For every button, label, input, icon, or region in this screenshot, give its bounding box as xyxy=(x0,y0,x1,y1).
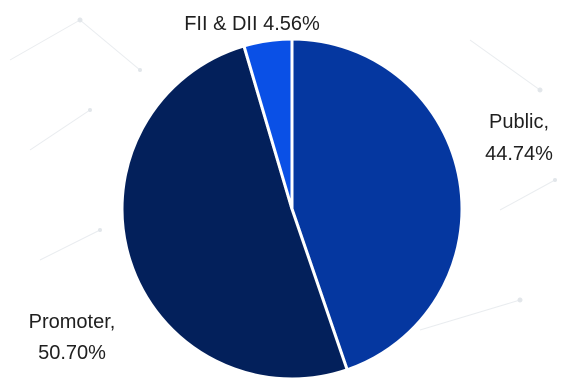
slice-label-line: FII & DII 4.56% xyxy=(184,13,320,35)
slice-label-fii-dii: FII & DII 4.56% xyxy=(184,13,320,35)
pie-slice-public xyxy=(290,37,464,372)
pie-slice-fii-dii xyxy=(242,37,294,211)
pie-labels: Public, 44.74% Promoter, 50.70% FII & DII 4.… xyxy=(29,13,553,364)
slice-label-line: 50.70% xyxy=(38,342,106,364)
slice-label-promoter: Promoter, 50.70% xyxy=(29,311,116,364)
slice-label-public: Public, 44.74% xyxy=(485,111,553,165)
slice-label-line: Public, xyxy=(489,111,549,133)
slice-label-line: 44.74% xyxy=(485,143,553,165)
pie-slice-promoter xyxy=(120,44,349,381)
pie-slices xyxy=(120,37,464,381)
slice-label-line: Promoter, xyxy=(29,311,116,333)
background-network-pattern xyxy=(9,17,557,331)
